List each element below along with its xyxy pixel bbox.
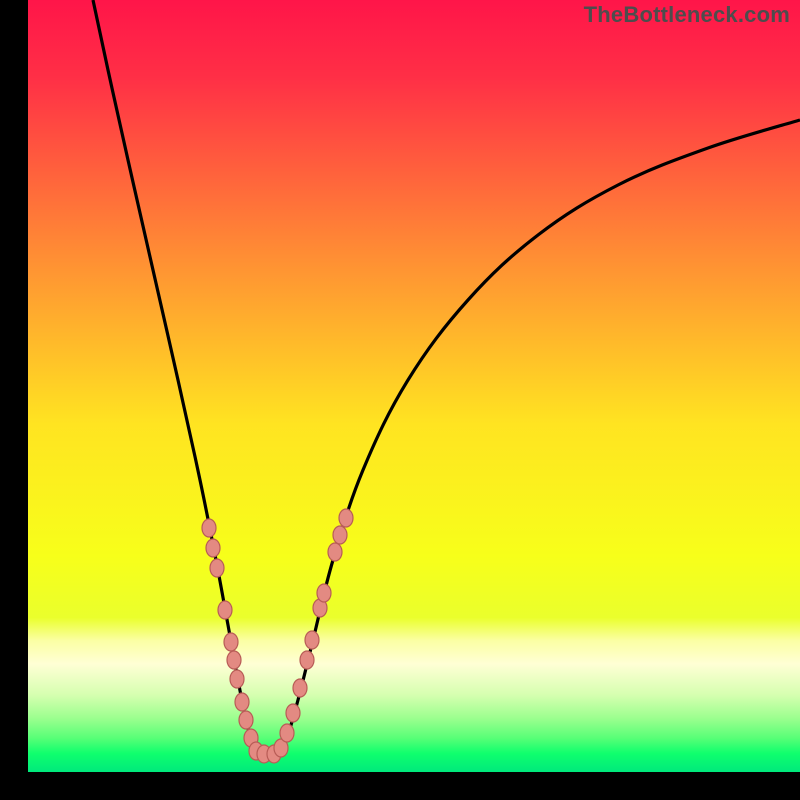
data-marker [202,519,216,537]
data-marker [317,584,331,602]
plot-area [28,0,800,772]
curve-layer [28,0,800,772]
data-marker [227,651,241,669]
data-marker [280,724,294,742]
data-marker [235,693,249,711]
chart-frame: TheBottleneck.com [0,0,800,800]
data-marker [210,559,224,577]
data-marker [293,679,307,697]
data-marker [218,601,232,619]
data-marker [328,543,342,561]
watermark-text: TheBottleneck.com [584,2,790,28]
data-marker [206,539,220,557]
data-marker [339,509,353,527]
data-marker [333,526,347,544]
data-marker [224,633,238,651]
data-marker [286,704,300,722]
data-marker [300,651,314,669]
marker-group [202,509,353,763]
data-marker [239,711,253,729]
data-marker [230,670,244,688]
v-curve-line [93,0,800,755]
data-marker [305,631,319,649]
